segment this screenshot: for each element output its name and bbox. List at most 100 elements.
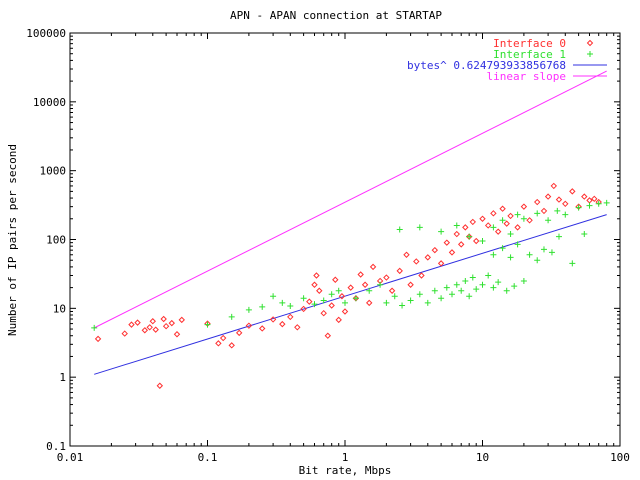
data-point <box>490 284 497 291</box>
y-tick-label: 0.1 <box>46 440 66 453</box>
data-point <box>269 316 277 323</box>
data-point <box>469 218 477 226</box>
data-point <box>520 277 527 284</box>
data-points <box>91 182 610 389</box>
data-point <box>544 193 552 200</box>
data-point <box>548 249 555 256</box>
series-line <box>94 214 607 375</box>
data-point <box>520 215 527 222</box>
data-point <box>279 320 286 328</box>
data-point <box>499 217 506 224</box>
data-point <box>490 251 497 258</box>
data-point <box>320 297 327 304</box>
data-point <box>514 241 521 248</box>
data-point <box>534 198 541 206</box>
data-point <box>443 284 450 291</box>
data-point <box>383 299 390 306</box>
data-point <box>494 228 502 235</box>
fit-lines <box>93 70 607 375</box>
data-point <box>306 298 313 305</box>
data-point <box>338 293 346 300</box>
data-point <box>462 224 469 231</box>
data-point <box>554 207 561 214</box>
legend-swatch <box>587 51 593 57</box>
data-point <box>418 272 425 279</box>
data-point <box>466 233 473 240</box>
data-point <box>490 210 497 217</box>
data-point <box>178 316 185 324</box>
data-point <box>453 222 460 229</box>
data-point <box>335 316 342 324</box>
legend-swatch <box>586 39 594 47</box>
data-point <box>586 202 593 209</box>
y-tick-label: 100 <box>46 234 66 247</box>
data-point <box>377 281 384 288</box>
data-point <box>388 287 396 294</box>
data-point <box>575 204 582 211</box>
data-point <box>479 238 486 245</box>
data-point <box>128 321 135 328</box>
data-point <box>287 303 294 310</box>
data-point <box>457 241 465 248</box>
data-point <box>431 246 439 254</box>
data-point <box>270 293 277 300</box>
data-point <box>228 313 235 320</box>
x-tick-label: 0.01 <box>57 451 84 464</box>
data-point <box>514 211 521 218</box>
data-point <box>603 199 610 206</box>
data-point <box>484 222 492 229</box>
data-point <box>581 193 588 200</box>
y-tick-label: 100000 <box>26 27 66 40</box>
data-point <box>396 267 403 275</box>
data-point <box>448 291 455 298</box>
data-point <box>443 239 451 246</box>
data-point <box>341 308 349 315</box>
data-point <box>156 382 164 389</box>
data-point <box>416 224 423 231</box>
data-point <box>168 319 176 327</box>
data-point <box>94 335 102 343</box>
legend-label: Interface 0 <box>493 37 566 50</box>
data-point <box>366 287 373 294</box>
data-point <box>458 287 465 294</box>
data-point <box>507 231 514 238</box>
legend-label: bytes^ 0.624793933856768 <box>407 59 566 72</box>
data-point <box>540 246 547 253</box>
data-point <box>534 257 541 264</box>
data-point <box>259 303 266 310</box>
chart-title: APN - APAN connection at STARTAP <box>230 9 442 22</box>
data-point <box>520 203 528 210</box>
data-point <box>473 286 480 293</box>
data-point <box>313 272 320 279</box>
data-point <box>424 254 431 261</box>
data-point <box>320 309 327 317</box>
data-point <box>438 228 445 235</box>
data-point <box>332 276 339 283</box>
data-point <box>149 318 156 325</box>
data-point <box>287 313 294 321</box>
data-point <box>403 251 410 258</box>
data-point <box>466 293 473 300</box>
data-point <box>569 260 576 267</box>
data-point <box>495 279 502 286</box>
data-point <box>342 299 348 306</box>
data-point <box>407 281 414 288</box>
y-tick-label: 10 <box>53 302 66 315</box>
y-tick-label: 1000 <box>40 165 67 178</box>
data-point <box>499 205 506 212</box>
data-point <box>146 324 153 331</box>
data-point <box>545 217 552 224</box>
data-point <box>555 196 563 203</box>
data-point <box>162 322 170 330</box>
data-point <box>399 302 406 309</box>
y-axis-label: Number of IP pairs per second <box>6 144 19 336</box>
series-line <box>93 70 607 329</box>
data-point <box>316 287 323 294</box>
data-point <box>581 231 588 238</box>
data-point <box>462 277 469 284</box>
data-point <box>413 258 420 265</box>
data-point <box>311 281 318 288</box>
legend-label: linear slope <box>487 70 566 83</box>
